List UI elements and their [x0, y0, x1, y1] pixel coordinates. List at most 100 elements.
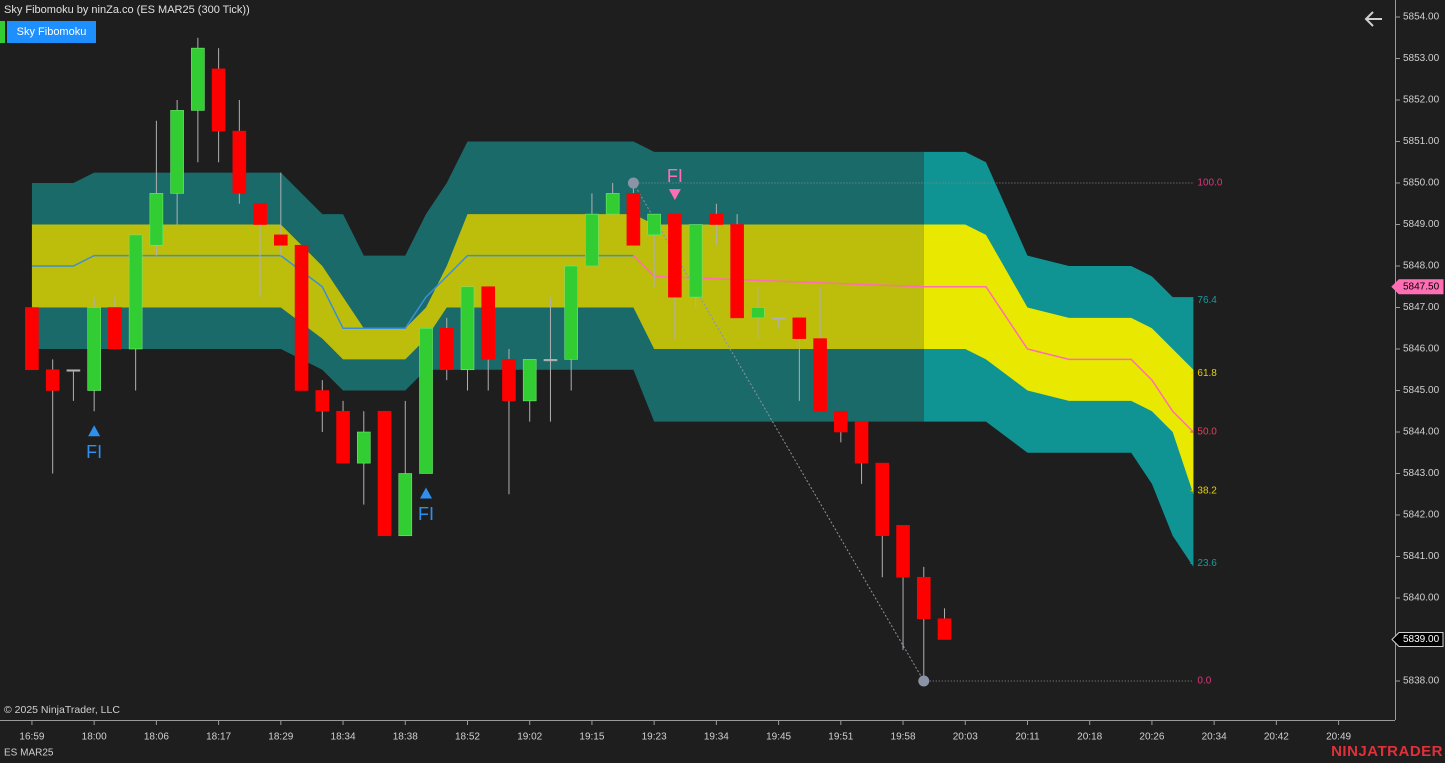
candle-body	[398, 473, 413, 537]
candle-body	[170, 110, 184, 194]
candle-body	[439, 327, 454, 371]
x-tick-label: 20:42	[1264, 732, 1289, 743]
candle-body	[854, 421, 869, 464]
x-tick-label: 19:34	[704, 732, 729, 743]
y-tick-label: 5842.00	[1403, 510, 1440, 521]
y-tick-label: 5852.00	[1403, 95, 1440, 106]
x-tick-label: 20:26	[1139, 732, 1164, 743]
candle-body	[149, 193, 164, 246]
fib-level-label: 100.0	[1197, 178, 1222, 189]
candle-body	[66, 369, 81, 372]
swing-diagonal	[632, 182, 925, 682]
x-tick-label: 18:00	[82, 732, 107, 743]
candle-body	[502, 359, 516, 402]
candle-body	[253, 203, 267, 225]
fib-level-label: 76.4	[1197, 295, 1217, 306]
x-tick-label: 20:03	[953, 732, 978, 743]
back-arrow-icon[interactable]	[1364, 11, 1382, 27]
chart-title: Sky Fibomoku by ninZa.co (ES MAR25 (300 …	[4, 4, 250, 16]
y-tick-label: 5845.00	[1403, 385, 1440, 396]
candle-body	[896, 525, 910, 578]
swing-low-point	[918, 675, 930, 687]
candle-body	[792, 317, 807, 339]
price-marker	[1391, 279, 1444, 295]
candle-body	[626, 193, 641, 246]
instrument-label: ES MAR25	[4, 748, 54, 759]
candle-body	[45, 369, 60, 391]
candle-body	[751, 307, 765, 319]
x-tick-label: 18:06	[144, 732, 169, 743]
fib-level-label: 61.8	[1197, 368, 1217, 379]
signal-label: FI	[667, 166, 683, 186]
indicator-button-label[interactable]: Sky Fibomoku	[17, 26, 87, 38]
x-tick-label: 19:15	[579, 732, 604, 743]
x-tick-label: 19:02	[517, 732, 542, 743]
candle-body	[875, 462, 890, 537]
x-tick-label: 16:59	[19, 732, 44, 743]
candle-body	[191, 47, 205, 111]
fib-level-label: 38.2	[1197, 485, 1217, 496]
x-tick-label: 20:11	[1015, 732, 1040, 743]
price-marker	[1391, 631, 1444, 647]
price-marker-label: 5839.00	[1403, 634, 1440, 645]
candle-body	[730, 224, 744, 319]
y-tick-label: 5844.00	[1403, 427, 1440, 438]
signal-arrow	[88, 425, 101, 437]
y-tick-label: 5847.00	[1403, 302, 1440, 313]
x-tick-label: 18:52	[455, 732, 480, 743]
candle-body	[336, 410, 350, 464]
annotation-layer: 100.0 76.4 61.8 50.0 38.2 23.6 0.0 FI FI FI	[86, 166, 1223, 687]
candle-body	[419, 327, 433, 474]
candle-body	[108, 307, 122, 350]
x-tick-label: 19:23	[642, 732, 667, 743]
x-tick-label: 18:29	[268, 732, 293, 743]
y-tick-label: 5851.00	[1403, 136, 1440, 147]
lines-layer	[31, 182, 1194, 682]
x-tick-label: 19:45	[766, 732, 791, 743]
y-tick-label: 5843.00	[1403, 468, 1440, 479]
candle-body	[460, 286, 475, 371]
candle-body	[916, 576, 931, 620]
signal-arrow	[420, 487, 433, 499]
copyright: © 2025 NinjaTrader, LLC	[4, 704, 120, 716]
candle-body	[294, 244, 309, 391]
candle-body	[834, 410, 848, 433]
candle-body	[709, 213, 724, 225]
inner-band-projected	[923, 224, 1194, 495]
candle-body	[668, 213, 682, 298]
back-button[interactable]	[1364, 11, 1382, 27]
candle-body	[605, 193, 620, 215]
y-tick-label: 5853.00	[1403, 53, 1440, 64]
basis-line	[632, 255, 1194, 433]
candle-body	[688, 224, 703, 298]
candle-body	[771, 317, 786, 320]
price-marker-label: 5847.50	[1403, 281, 1440, 292]
x-tick-label: 18:17	[206, 732, 231, 743]
candle-body	[128, 234, 143, 350]
candle-body	[377, 410, 392, 537]
candle-body	[481, 286, 496, 360]
indicator-button[interactable]: Sky Fibomoku	[7, 21, 96, 43]
basis-line	[31, 254, 634, 330]
candle-body	[522, 359, 537, 402]
candle-body	[647, 213, 661, 236]
x-tick-label: 19:51	[828, 732, 853, 743]
y-tick-label: 5849.00	[1403, 219, 1440, 230]
x-tick-label: 20:34	[1202, 732, 1227, 743]
signal-arrow	[668, 189, 681, 201]
indicator-button-bg[interactable]	[7, 21, 96, 43]
indicator-color-strip	[0, 21, 5, 43]
axis-layer: 5838.00 5839.00 5840.00 5841.00 5842.00 5843.…	[19, 12, 1444, 743]
candle-body	[211, 68, 226, 132]
candle-body	[937, 618, 952, 640]
y-tick-label: 5854.00	[1403, 12, 1440, 23]
candle-body	[232, 130, 247, 194]
x-tick-label: 18:38	[393, 732, 418, 743]
candle-body	[25, 307, 39, 371]
candle-body	[813, 338, 827, 412]
candle-body	[87, 307, 101, 391]
x-tick-label: 20:18	[1077, 732, 1102, 743]
candle-body	[585, 213, 599, 267]
